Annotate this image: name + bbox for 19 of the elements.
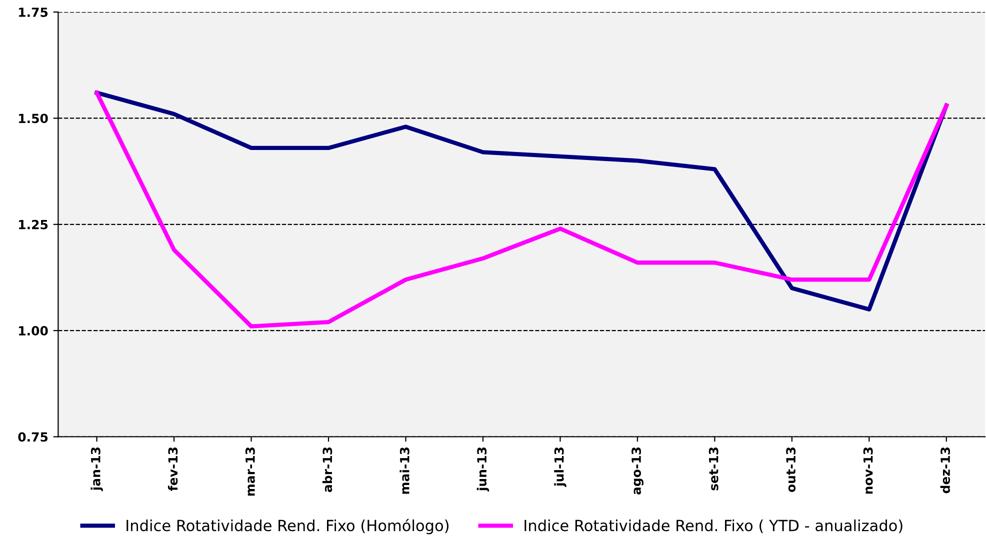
x-tick-label: nov-13 <box>863 447 873 494</box>
y-tick-label: 1.00 <box>19 326 48 336</box>
x-tick-label: mar-13 <box>245 447 255 496</box>
x-tick-label: set-13 <box>708 447 718 490</box>
x-tick-label: dez-13 <box>940 447 950 494</box>
x-tick-label: out-13 <box>786 447 796 492</box>
x-tick-label: ago-13 <box>632 447 644 494</box>
x-tick-label: jan-13 <box>90 447 103 492</box>
legend-label: Indice Rotatividade Rend. Fixo ( YTD - anualizado) <box>524 519 902 534</box>
x-tick-label: fev-13 <box>168 447 178 491</box>
y-tick-label: 1.25 <box>19 220 48 230</box>
y-tick-label: 1.50 <box>19 114 48 124</box>
x-tick-label: mai-13 <box>400 447 410 494</box>
y-tick-label: 1.75 <box>19 8 48 17</box>
legend-label: Indice Rotatividade Rend. Fixo (Homólogo) <box>126 518 448 534</box>
x-tick-label: jul-13 <box>554 447 566 487</box>
y-tick-label: 0.75 <box>18 432 48 442</box>
x-tick-label: jun-13 <box>476 447 490 492</box>
x-tick-label: abr-13 <box>322 447 332 492</box>
